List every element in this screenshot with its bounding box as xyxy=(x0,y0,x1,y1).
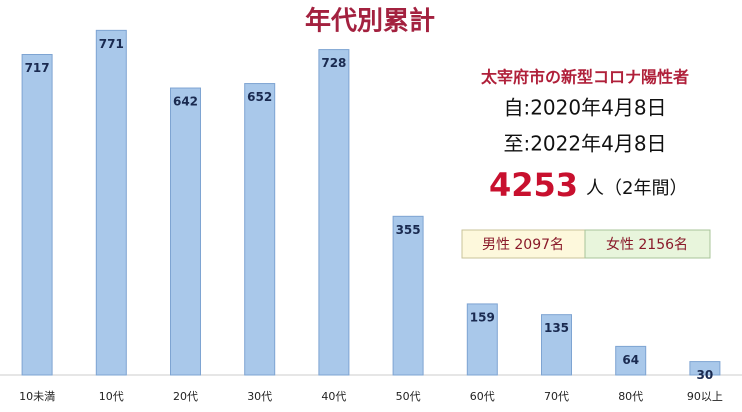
x-tick-label: 60代 xyxy=(470,390,495,403)
value-label: 728 xyxy=(321,56,346,70)
bar xyxy=(244,83,276,376)
male-box xyxy=(461,229,586,259)
x-tick-label: 10代 xyxy=(99,390,124,403)
bar xyxy=(466,303,498,376)
bar xyxy=(318,49,350,376)
female-count: 女性 2156名 xyxy=(606,236,688,253)
value-label: 717 xyxy=(25,61,50,75)
value-label: 652 xyxy=(247,90,272,104)
bar xyxy=(21,54,53,376)
male-count: 男性 2097名 xyxy=(482,237,564,253)
x-tick-label: 20代 xyxy=(173,390,198,403)
x-tick-label: 50代 xyxy=(396,390,421,403)
x-tick-label: 40代 xyxy=(321,390,346,403)
bar xyxy=(541,314,572,376)
bar xyxy=(95,29,127,376)
total: 4253 xyxy=(489,166,578,204)
value-label: 30 xyxy=(697,368,714,382)
value-label: 642 xyxy=(173,95,198,109)
value-label: 135 xyxy=(544,321,569,335)
value-label: 355 xyxy=(396,223,421,237)
bar xyxy=(689,361,721,376)
total-suffix: 人（2年間） xyxy=(586,178,687,199)
from-date: 自:2020年4月8日 xyxy=(503,96,666,120)
x-tick-label: 80代 xyxy=(618,390,643,403)
bar xyxy=(170,87,201,376)
to-date: 至:2022年4月8日 xyxy=(503,132,666,156)
bar xyxy=(615,345,647,376)
heading: 太宰府市の新型コロナ陽性者 xyxy=(480,68,689,87)
x-tick-label: 90以上 xyxy=(687,390,723,403)
value-label: 771 xyxy=(99,37,124,51)
value-label: 64 xyxy=(622,353,639,367)
x-tick-label: 10未満 xyxy=(19,390,55,403)
female-box xyxy=(584,229,711,259)
bar xyxy=(392,215,424,376)
x-tick-label: 70代 xyxy=(544,390,569,403)
value-label: 159 xyxy=(470,310,495,324)
x-tick-label: 30代 xyxy=(247,390,272,403)
chart-title: 年代別累計 xyxy=(305,6,435,37)
